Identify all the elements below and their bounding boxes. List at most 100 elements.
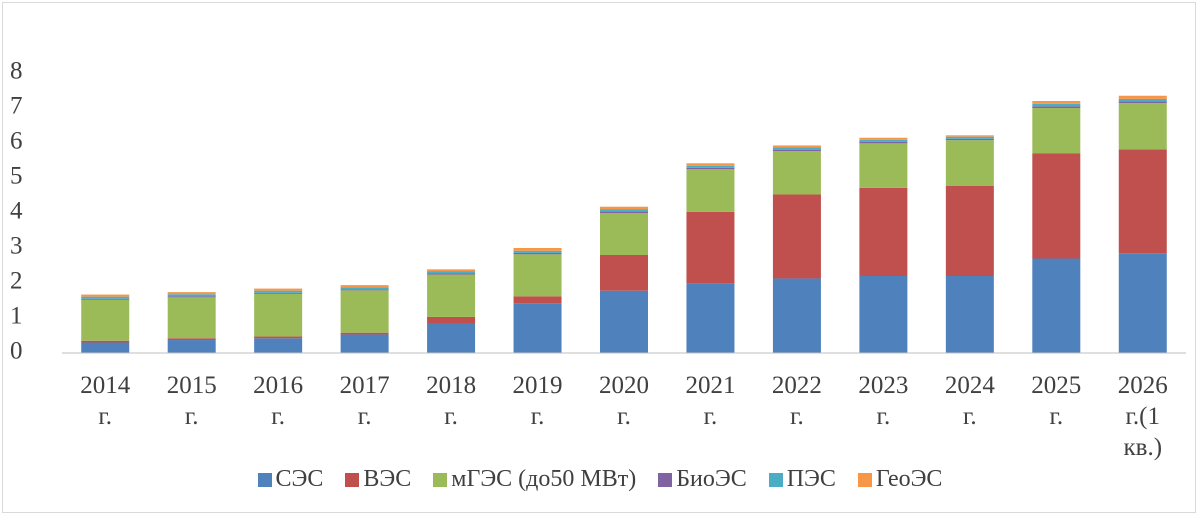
- bar-segment: [254, 293, 303, 337]
- bar-segment: [772, 147, 821, 150]
- x-tick-label: 2026 г.(1 кв.): [1117, 372, 1168, 461]
- legend-swatch: [345, 472, 360, 487]
- bar-segment: [81, 342, 130, 353]
- bar-segment: [772, 151, 821, 195]
- y-tick-label: 4: [10, 198, 23, 225]
- bar-segment: [686, 211, 735, 284]
- bar-segment: [772, 149, 821, 152]
- bar-segment: [513, 248, 562, 251]
- bar-segment: [340, 285, 389, 288]
- y-tick-label: 2: [10, 268, 23, 295]
- legend-item: ГеоЭС: [857, 466, 942, 493]
- x-tick-label: 2019 г.: [512, 372, 563, 430]
- bar-segment: [427, 269, 476, 272]
- bar-segment: [427, 323, 476, 353]
- x-tick-label: 2018 г.: [426, 372, 477, 430]
- bar-segment: [600, 209, 648, 212]
- bar-segment: [859, 141, 908, 144]
- bar-segment: [254, 338, 303, 353]
- x-tick-label: 2022 г.: [771, 372, 822, 430]
- x-tick-label: 2023 г.: [858, 372, 909, 430]
- bar-segment: [945, 276, 994, 353]
- legend-item: ПЭС: [768, 466, 836, 493]
- bar-segment: [686, 167, 735, 170]
- bar-segment: [513, 296, 562, 304]
- x-tick-label: 2017 г.: [339, 372, 390, 430]
- legend-label: мГЭС (до50 МВт): [451, 466, 637, 492]
- y-tick-label: 3: [10, 233, 23, 260]
- bar-segment: [686, 283, 735, 353]
- bar-segment: [340, 287, 389, 290]
- bar-segment: [600, 213, 648, 255]
- bar-segment: [1032, 101, 1081, 104]
- bar-segment: [686, 169, 735, 212]
- bar-segment: [81, 296, 130, 299]
- legend-label: БиоЭС: [676, 466, 747, 492]
- bar-segment: [81, 299, 130, 341]
- bar-segment: [1032, 106, 1081, 108]
- x-tick-label: 2021 г.: [685, 372, 736, 430]
- bar-segment: [1032, 258, 1081, 353]
- bar-segment: [427, 273, 476, 275]
- x-tick-label: 2024 г.: [944, 372, 995, 430]
- bar-segment: [772, 278, 821, 353]
- bar-segment: [167, 294, 216, 297]
- legend-swatch: [658, 472, 673, 487]
- legend-swatch: [768, 472, 783, 487]
- bar-segment: [600, 255, 648, 291]
- bar-segment: [167, 338, 216, 341]
- legend-item: ВЭС: [345, 466, 411, 493]
- bar-segment: [1118, 253, 1167, 353]
- y-tick-label: 1: [10, 303, 23, 330]
- x-tick-label: 2025 г.: [1031, 372, 1082, 430]
- bar-segment: [600, 211, 648, 213]
- bar-segment: [254, 336, 303, 339]
- bar-segment: [945, 138, 994, 141]
- bar-segment: [600, 206, 648, 210]
- bar-segment: [1118, 103, 1167, 150]
- bar-segment: [254, 292, 303, 294]
- legend-label: СЭС: [275, 466, 324, 492]
- bar-segment: [945, 140, 994, 186]
- bar-segment: [427, 271, 476, 274]
- bar-segment: [859, 143, 908, 188]
- bar-segment: [772, 145, 821, 148]
- y-tick-label: 5: [10, 163, 23, 190]
- legend-item: БиоЭС: [658, 466, 747, 493]
- bar-segment: [81, 294, 130, 297]
- bar-segment: [513, 252, 562, 255]
- bar-segment: [945, 135, 994, 137]
- legend-swatch: [257, 472, 272, 487]
- bar-segment: [859, 187, 908, 276]
- y-tick-label: 7: [10, 93, 23, 120]
- bar-segment: [167, 296, 216, 298]
- bar-segment: [1118, 101, 1167, 104]
- legend: СЭС ВЭС мГЭС (до50 МВт) БиоЭС ПЭС ГеоЭС: [0, 466, 1200, 493]
- bar-segment: [859, 276, 908, 353]
- bar-segment: [427, 274, 476, 317]
- y-tick-label: 6: [10, 128, 23, 155]
- bar-segment: [513, 250, 562, 253]
- bar-segment: [945, 136, 994, 139]
- bar-segment: [254, 288, 303, 291]
- bar-segment: [167, 297, 216, 339]
- y-tick-label: 8: [10, 58, 23, 85]
- bar-segment: [340, 334, 389, 353]
- legend-swatch: [857, 472, 872, 487]
- bar-segment: [1032, 108, 1081, 154]
- legend-item: СЭС: [257, 466, 324, 493]
- legend-swatch: [433, 472, 448, 487]
- bar-segment: [1118, 149, 1167, 254]
- x-tick-label: 2015 г.: [166, 372, 217, 430]
- bar-segment: [513, 254, 562, 297]
- bar-segment: [1032, 153, 1081, 259]
- legend-item: мГЭС (до50 МВт): [433, 466, 636, 493]
- bar-segment: [945, 185, 994, 276]
- x-tick-label: 2014 г.: [80, 372, 131, 430]
- bar-segment: [859, 139, 908, 142]
- bar-segment: [81, 340, 130, 343]
- bar-segment: [167, 340, 216, 353]
